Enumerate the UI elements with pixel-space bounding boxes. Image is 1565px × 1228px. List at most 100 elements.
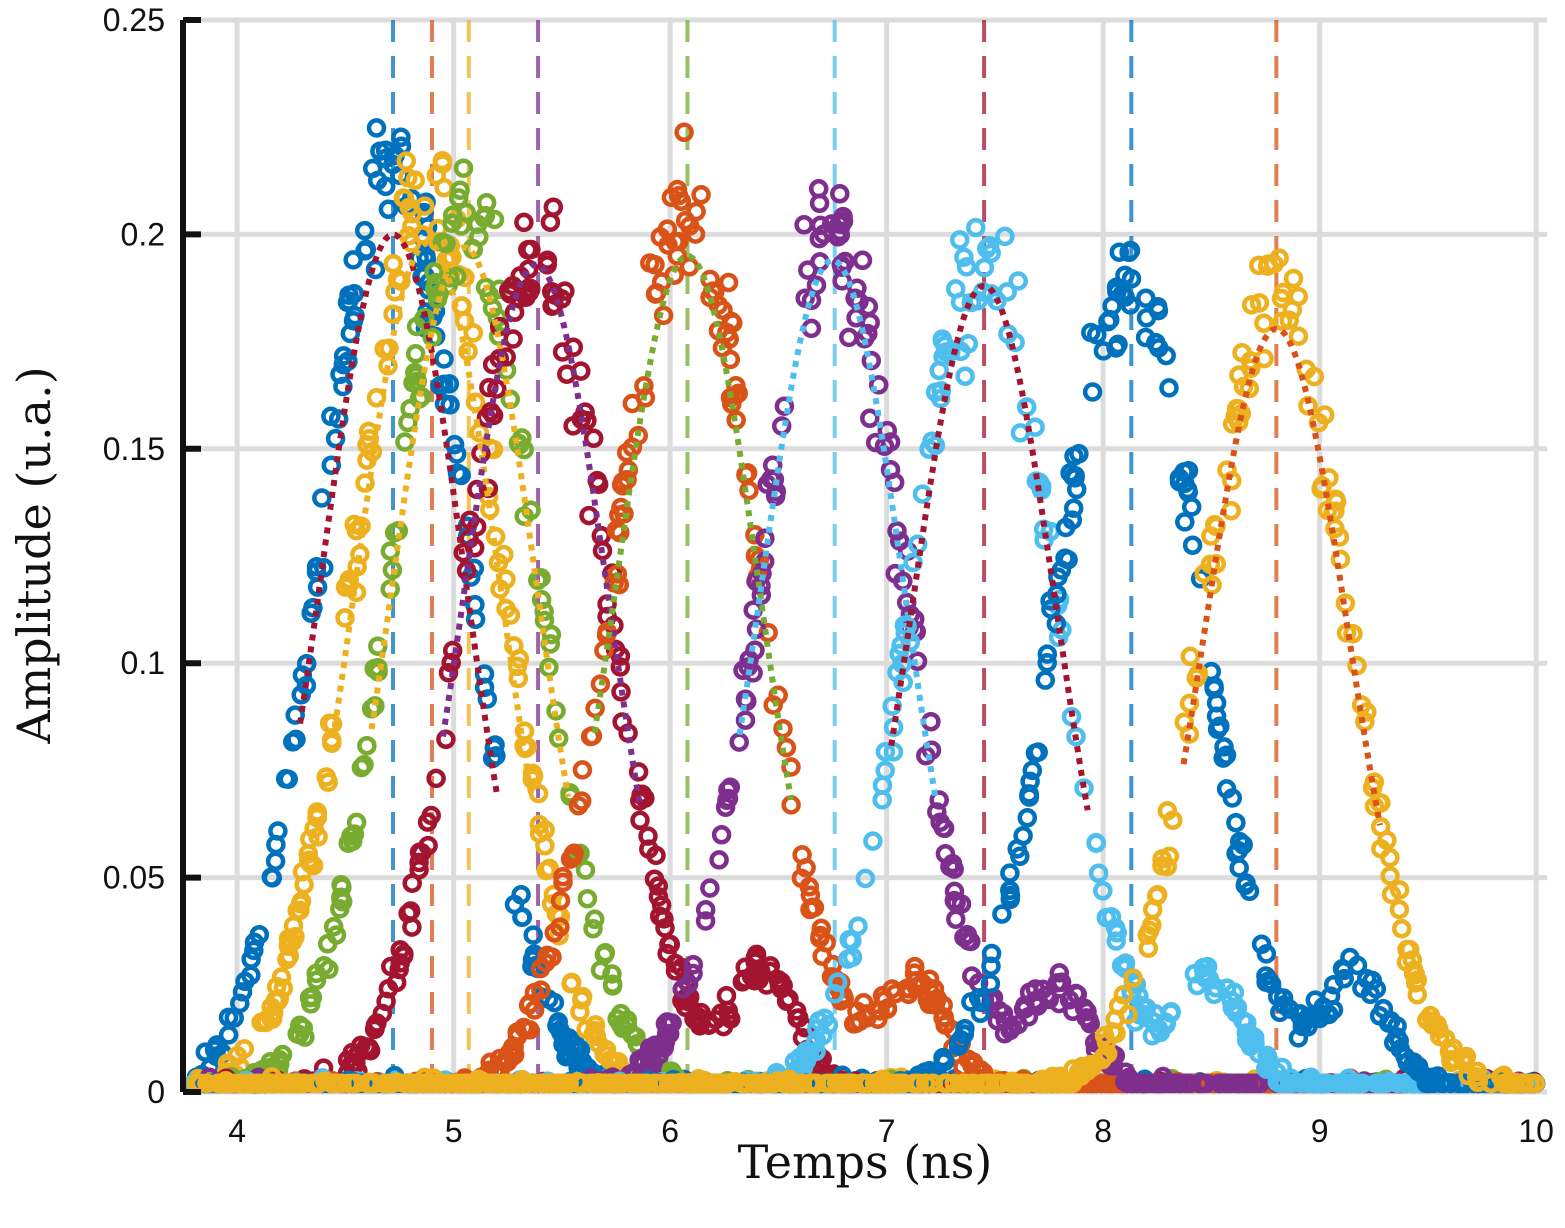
data-point — [1407, 984, 1428, 1005]
data-point — [1015, 995, 1035, 1016]
data-point — [744, 962, 765, 983]
data-point — [1326, 492, 1347, 512]
data-point — [1101, 907, 1122, 927]
data-point — [540, 212, 561, 232]
data-point — [1236, 873, 1256, 893]
data-point — [356, 1037, 377, 1057]
data-point — [700, 878, 720, 898]
data-point — [927, 802, 947, 822]
data-point — [1035, 670, 1056, 690]
data-point — [511, 885, 531, 905]
data-point — [484, 737, 505, 758]
data-point — [1189, 1073, 1210, 1094]
data-point — [400, 398, 420, 419]
data-point — [653, 305, 674, 326]
data-point — [1120, 240, 1141, 261]
data-point — [1376, 1073, 1396, 1094]
data-point — [1180, 646, 1201, 667]
data-point — [695, 900, 716, 920]
data-point — [474, 664, 495, 684]
data-point — [1010, 423, 1031, 443]
data-point — [364, 1019, 385, 1040]
data-point — [1062, 510, 1083, 530]
data-point — [523, 925, 543, 945]
data-point — [1066, 726, 1086, 747]
data-point — [240, 1073, 261, 1094]
data-point — [1273, 988, 1294, 1008]
data-point — [635, 388, 656, 408]
data-point — [958, 1049, 978, 1069]
y-tick-label: 0.25 — [103, 2, 165, 38]
data-point — [1402, 950, 1423, 970]
data-point — [923, 994, 943, 1015]
x-tick-label: 7 — [878, 1113, 896, 1149]
data-point — [575, 402, 595, 422]
data-point — [1440, 1073, 1461, 1094]
data-point — [929, 790, 949, 810]
data-point — [378, 199, 399, 220]
fit-curve — [736, 257, 940, 802]
data-point — [356, 239, 377, 259]
data-point — [289, 1024, 310, 1045]
data-point — [743, 663, 763, 683]
data-point — [1206, 693, 1227, 713]
data-point — [442, 213, 462, 233]
data-point — [504, 302, 525, 322]
data-point — [860, 408, 880, 429]
data-point — [1096, 1032, 1117, 1053]
data-point — [284, 1073, 304, 1094]
data-point — [674, 122, 694, 143]
data-point — [725, 386, 745, 406]
data-point — [1455, 1053, 1476, 1074]
data-point — [275, 769, 296, 789]
data-point — [277, 949, 297, 970]
fit-curves — [297, 231, 1383, 826]
data-point — [1271, 288, 1292, 309]
data-point — [306, 562, 327, 582]
data-point — [929, 360, 949, 381]
data-point — [367, 170, 388, 191]
fit-curve — [331, 240, 535, 796]
data-point — [717, 790, 737, 810]
data-point — [346, 520, 367, 541]
data-point — [572, 760, 593, 780]
data-point — [338, 833, 358, 853]
data-point — [1240, 1036, 1261, 1056]
data-point — [475, 205, 496, 226]
data-point — [286, 729, 306, 750]
data-point — [514, 212, 534, 233]
data-point — [1241, 358, 1261, 378]
data-point — [852, 250, 873, 271]
data-point — [1037, 644, 1058, 664]
data-point — [657, 219, 678, 239]
data-point — [1028, 742, 1048, 762]
data-point — [1271, 1073, 1291, 1094]
data-point — [359, 1072, 379, 1093]
data-point — [712, 338, 733, 358]
data-point — [405, 344, 426, 364]
data-point — [1069, 444, 1089, 464]
data-point — [492, 1073, 513, 1094]
data-point — [1136, 288, 1156, 308]
data-point — [860, 312, 880, 333]
data-point — [1059, 990, 1080, 1010]
data-point — [684, 1073, 705, 1094]
data-point — [916, 1073, 936, 1094]
data-point — [1391, 918, 1412, 939]
data-point — [440, 395, 460, 415]
data-point — [868, 375, 889, 395]
data-point — [261, 1008, 281, 1029]
data-point — [1137, 925, 1158, 945]
data-point — [962, 966, 982, 986]
data-point — [940, 856, 960, 877]
data-point — [1282, 299, 1303, 320]
data-point — [496, 598, 516, 619]
data-point — [307, 804, 328, 824]
data-point — [563, 844, 584, 865]
data-point — [992, 904, 1012, 924]
data-point — [1037, 653, 1057, 673]
data-point — [922, 431, 942, 452]
data-point — [396, 151, 417, 171]
data-point — [885, 563, 906, 584]
data-point — [1034, 530, 1054, 550]
